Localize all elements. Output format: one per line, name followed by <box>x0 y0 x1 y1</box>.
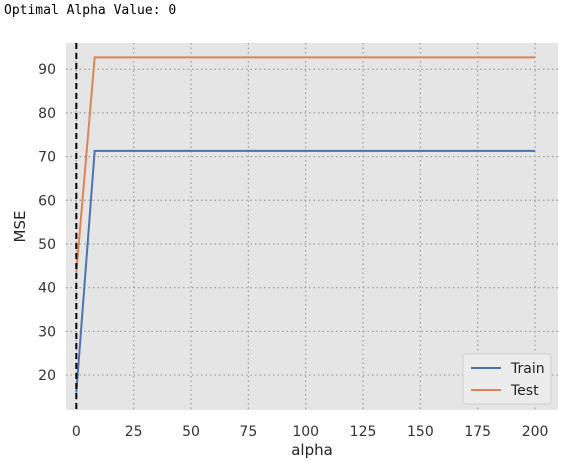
y-tick-label: 80 <box>38 106 56 122</box>
y-tick-label: 30 <box>38 324 56 340</box>
x-tick-label: 175 <box>464 424 491 440</box>
x-tick-label: 25 <box>125 424 143 440</box>
x-tick-label: 200 <box>522 424 549 440</box>
legend: Train Test <box>463 354 551 404</box>
y-axis-label: MSE <box>11 211 29 243</box>
y-tick-label: 60 <box>38 193 56 209</box>
y-ticks: 20 30 40 50 60 70 80 90 <box>38 62 56 384</box>
x-tick-label: 50 <box>182 424 200 440</box>
x-tick-label: 125 <box>350 424 377 440</box>
x-tick-label: 75 <box>239 424 257 440</box>
x-tick-label: 150 <box>407 424 434 440</box>
y-tick-label: 70 <box>38 150 56 166</box>
legend-label: Test <box>510 383 539 399</box>
legend-label: Train <box>510 361 545 377</box>
x-tick-label: 100 <box>292 424 319 440</box>
y-tick-label: 20 <box>38 368 56 384</box>
y-tick-label: 90 <box>38 62 56 78</box>
y-tick-label: 40 <box>38 281 56 297</box>
x-ticks: 0 25 50 75 100 125 150 175 200 <box>72 424 549 440</box>
x-axis-label: alpha <box>291 441 333 459</box>
y-tick-label: 50 <box>38 237 56 253</box>
x-tick-label: 0 <box>72 424 81 440</box>
